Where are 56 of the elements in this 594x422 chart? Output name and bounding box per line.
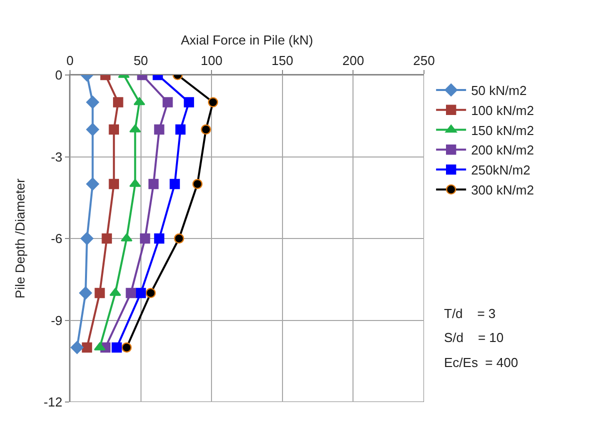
y-tick-label: -12: [44, 394, 62, 410]
y-tick-label: -6: [50, 231, 62, 246]
y-axis-title: Pile Depth /Diameter: [12, 178, 28, 298]
point: [86, 178, 100, 190]
point: [79, 286, 92, 300]
legend-label: 250kN/m2: [471, 162, 530, 178]
point: [108, 124, 119, 135]
point: [162, 97, 173, 108]
y-tick-label: -3: [50, 149, 62, 164]
point: [200, 124, 212, 135]
point: [112, 342, 122, 353]
point: [170, 178, 180, 190]
point: [154, 233, 164, 244]
x-axis-title: Axial Force in Pile (kN): [180, 32, 314, 48]
point: [136, 288, 146, 298]
point: [192, 178, 203, 190]
point: [174, 233, 184, 244]
legend-label: 200 kN/m2: [471, 142, 534, 158]
point: [86, 96, 100, 109]
point: [175, 124, 186, 135]
x-tick-label: 100: [200, 52, 222, 68]
x-tick-label: 150: [272, 52, 294, 68]
y-tick-label: -9: [50, 312, 62, 328]
x-tick-label: 200: [342, 52, 364, 68]
point: [86, 123, 100, 136]
y-tick-label: 0: [55, 68, 62, 83]
point: [82, 342, 92, 353]
legend-label: 300 kN/m2: [471, 182, 534, 198]
point: [94, 288, 105, 298]
text: T/d = 3: [444, 306, 496, 321]
point: [148, 178, 159, 190]
point: [122, 342, 132, 353]
point: [70, 341, 84, 354]
point: [129, 124, 141, 132]
legend-label: 50 kN/m2: [471, 83, 527, 98]
x-tick-label: 250: [413, 52, 435, 68]
point: [146, 288, 156, 298]
x-tick-label: 0: [66, 52, 74, 68]
point: [134, 97, 146, 106]
point: [80, 232, 94, 245]
point: [208, 97, 218, 108]
point: [154, 124, 164, 135]
point: [129, 178, 141, 187]
point: [102, 233, 112, 244]
point: [184, 97, 194, 108]
legend-label: 100 kN/m2: [471, 102, 534, 118]
x-tick-label: 50: [134, 52, 148, 68]
point: [108, 178, 119, 190]
text: Ec/Es = 400: [444, 355, 518, 370]
point: [126, 288, 136, 298]
point: [140, 233, 150, 244]
legend-label: 150 kN/m2: [471, 122, 534, 138]
point: [113, 97, 124, 108]
text: S/d = 10: [444, 330, 504, 345]
point: [120, 233, 132, 242]
point: [110, 288, 122, 296]
